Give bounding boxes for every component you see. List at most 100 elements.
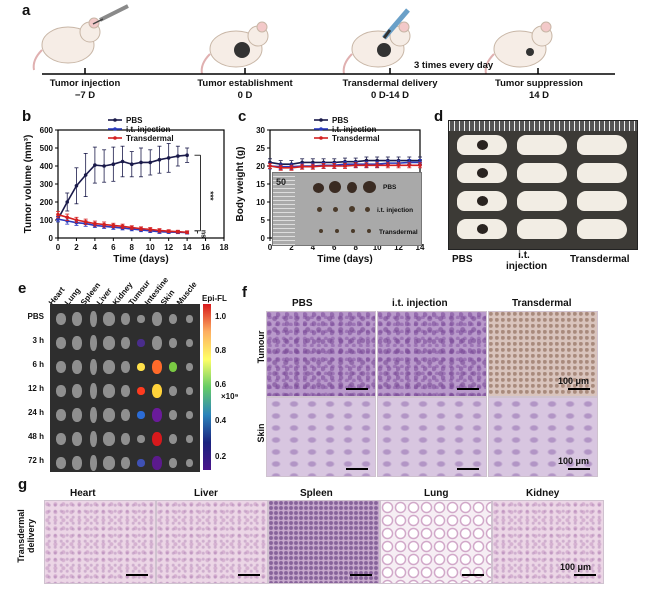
data-point bbox=[418, 163, 422, 168]
ex-vivo-organ bbox=[120, 385, 130, 397]
scale-bar bbox=[462, 574, 484, 576]
ex-vivo-organ bbox=[137, 363, 145, 371]
ex-vivo-organ bbox=[89, 311, 97, 327]
y-tick-label: 500 bbox=[40, 144, 54, 153]
data-point bbox=[157, 228, 162, 233]
mouse-icon bbox=[342, 8, 411, 75]
ex-vivo-organ bbox=[185, 411, 193, 419]
tumor-spot bbox=[477, 196, 488, 206]
ex-vivo-organ bbox=[152, 456, 162, 470]
time-row-label: 72 h bbox=[27, 456, 44, 465]
ex-vivo-organ bbox=[103, 408, 115, 422]
y-axis-label: Body weight (g) bbox=[236, 147, 246, 222]
time-row-label: PBS bbox=[27, 312, 44, 321]
panel-g-title-heart: Heart bbox=[70, 488, 96, 499]
y-tick-label: 0 bbox=[49, 234, 54, 243]
x-axis-label: Time (days) bbox=[317, 254, 372, 265]
ex-vivo-organ bbox=[137, 459, 145, 467]
histology-liver bbox=[156, 500, 268, 584]
panel-f-row-tumour: Tumour bbox=[256, 330, 266, 364]
mouse-photo-item bbox=[457, 135, 507, 155]
data-point bbox=[65, 215, 70, 220]
mouse-photo-item bbox=[517, 219, 567, 239]
ex-vivo-organ bbox=[56, 361, 66, 373]
colorbar-tick: 0.4 bbox=[215, 416, 227, 425]
time-row-label: 6 h bbox=[32, 360, 44, 369]
ex-vivo-organ bbox=[72, 456, 82, 470]
data-point bbox=[185, 230, 189, 235]
data-point bbox=[148, 160, 153, 165]
panel-label-b: b bbox=[22, 108, 32, 125]
panel-f-col-pbs: PBS bbox=[292, 298, 313, 309]
x-axis-label: Time (days) bbox=[113, 254, 168, 265]
panel-label-c: c bbox=[238, 108, 247, 125]
ex-vivo-organ bbox=[137, 411, 145, 419]
series-transdermal bbox=[268, 162, 422, 171]
y-tick-label: 5 bbox=[261, 216, 266, 225]
x-tick-label: 6 bbox=[111, 243, 116, 252]
legend-label: PBS bbox=[126, 116, 143, 125]
data-point bbox=[332, 164, 337, 168]
data-point bbox=[166, 156, 171, 160]
mouse-photo-item bbox=[577, 135, 627, 155]
colorbar-tick: 1.0 bbox=[215, 312, 227, 321]
ex-vivo-organ bbox=[72, 432, 82, 446]
data-point bbox=[74, 218, 79, 222]
scale-bar bbox=[457, 468, 479, 470]
data-point bbox=[343, 164, 347, 168]
ex-vivo-organ bbox=[103, 456, 115, 470]
scale-bar bbox=[346, 468, 368, 470]
legend-marker bbox=[113, 127, 117, 131]
inset-label-transdermal: Transdermal bbox=[379, 229, 418, 236]
panel-d-label-pbs: PBS bbox=[452, 254, 473, 265]
ex-vivo-organ bbox=[56, 457, 66, 469]
ex-vivo-organ bbox=[120, 457, 130, 469]
ex-vivo-organ bbox=[137, 339, 145, 347]
ex-vivo-organ bbox=[103, 384, 115, 398]
data-point bbox=[120, 224, 125, 229]
ex-vivo-organ bbox=[103, 360, 115, 374]
ex-vivo-organ bbox=[169, 314, 177, 324]
ex-vivo-organ bbox=[56, 409, 66, 421]
mouse-icon bbox=[484, 21, 553, 75]
tumor-photo-inset: 50 PBS i.t. injection Transdermal bbox=[272, 172, 422, 246]
ex-vivo-organ bbox=[169, 458, 177, 468]
legend-marker bbox=[113, 136, 117, 140]
data-point bbox=[311, 164, 315, 169]
x-tick-label: 4 bbox=[93, 243, 98, 252]
y-axis-label: Tumor volume (mm³) bbox=[23, 135, 34, 234]
ex-vivo-organ bbox=[56, 313, 66, 325]
data-point bbox=[93, 163, 97, 167]
panel-label-g: g bbox=[18, 476, 28, 493]
data-point bbox=[148, 227, 153, 232]
ex-vivo-organ bbox=[103, 432, 115, 446]
ex-vivo-organ bbox=[120, 337, 130, 349]
scale-bar bbox=[574, 574, 596, 576]
x-tick-label: 10 bbox=[373, 243, 382, 252]
x-tick-label: 8 bbox=[353, 243, 358, 252]
panel-label-a: a bbox=[22, 2, 31, 19]
data-point bbox=[102, 164, 106, 168]
scale-bar bbox=[126, 574, 148, 576]
scale-bar bbox=[568, 388, 590, 390]
ex-vivo-organ bbox=[72, 312, 82, 326]
ex-vivo-organ bbox=[152, 408, 162, 422]
legend-marker bbox=[319, 127, 323, 131]
legend-label: PBS bbox=[332, 116, 349, 125]
panel-f-col-it: i.t. injection bbox=[392, 298, 448, 309]
ex-vivo-organ bbox=[103, 336, 115, 350]
mouse-photo-item bbox=[457, 191, 507, 211]
histology-lung bbox=[380, 500, 492, 584]
legend-label: Transdermal bbox=[126, 134, 174, 143]
x-tick-label: 2 bbox=[289, 243, 294, 252]
legend-marker bbox=[319, 118, 323, 122]
data-point bbox=[185, 153, 189, 157]
panel-d-label-transdermal: Transdermal bbox=[570, 254, 630, 265]
colorbar bbox=[203, 304, 211, 470]
y-tick-label: 100 bbox=[40, 216, 54, 225]
ruler bbox=[273, 173, 295, 245]
x-tick-label: 16 bbox=[201, 243, 210, 252]
data-point bbox=[83, 173, 88, 177]
y-tick-label: 15 bbox=[256, 180, 265, 189]
panel-g-title-lung: Lung bbox=[424, 488, 449, 499]
